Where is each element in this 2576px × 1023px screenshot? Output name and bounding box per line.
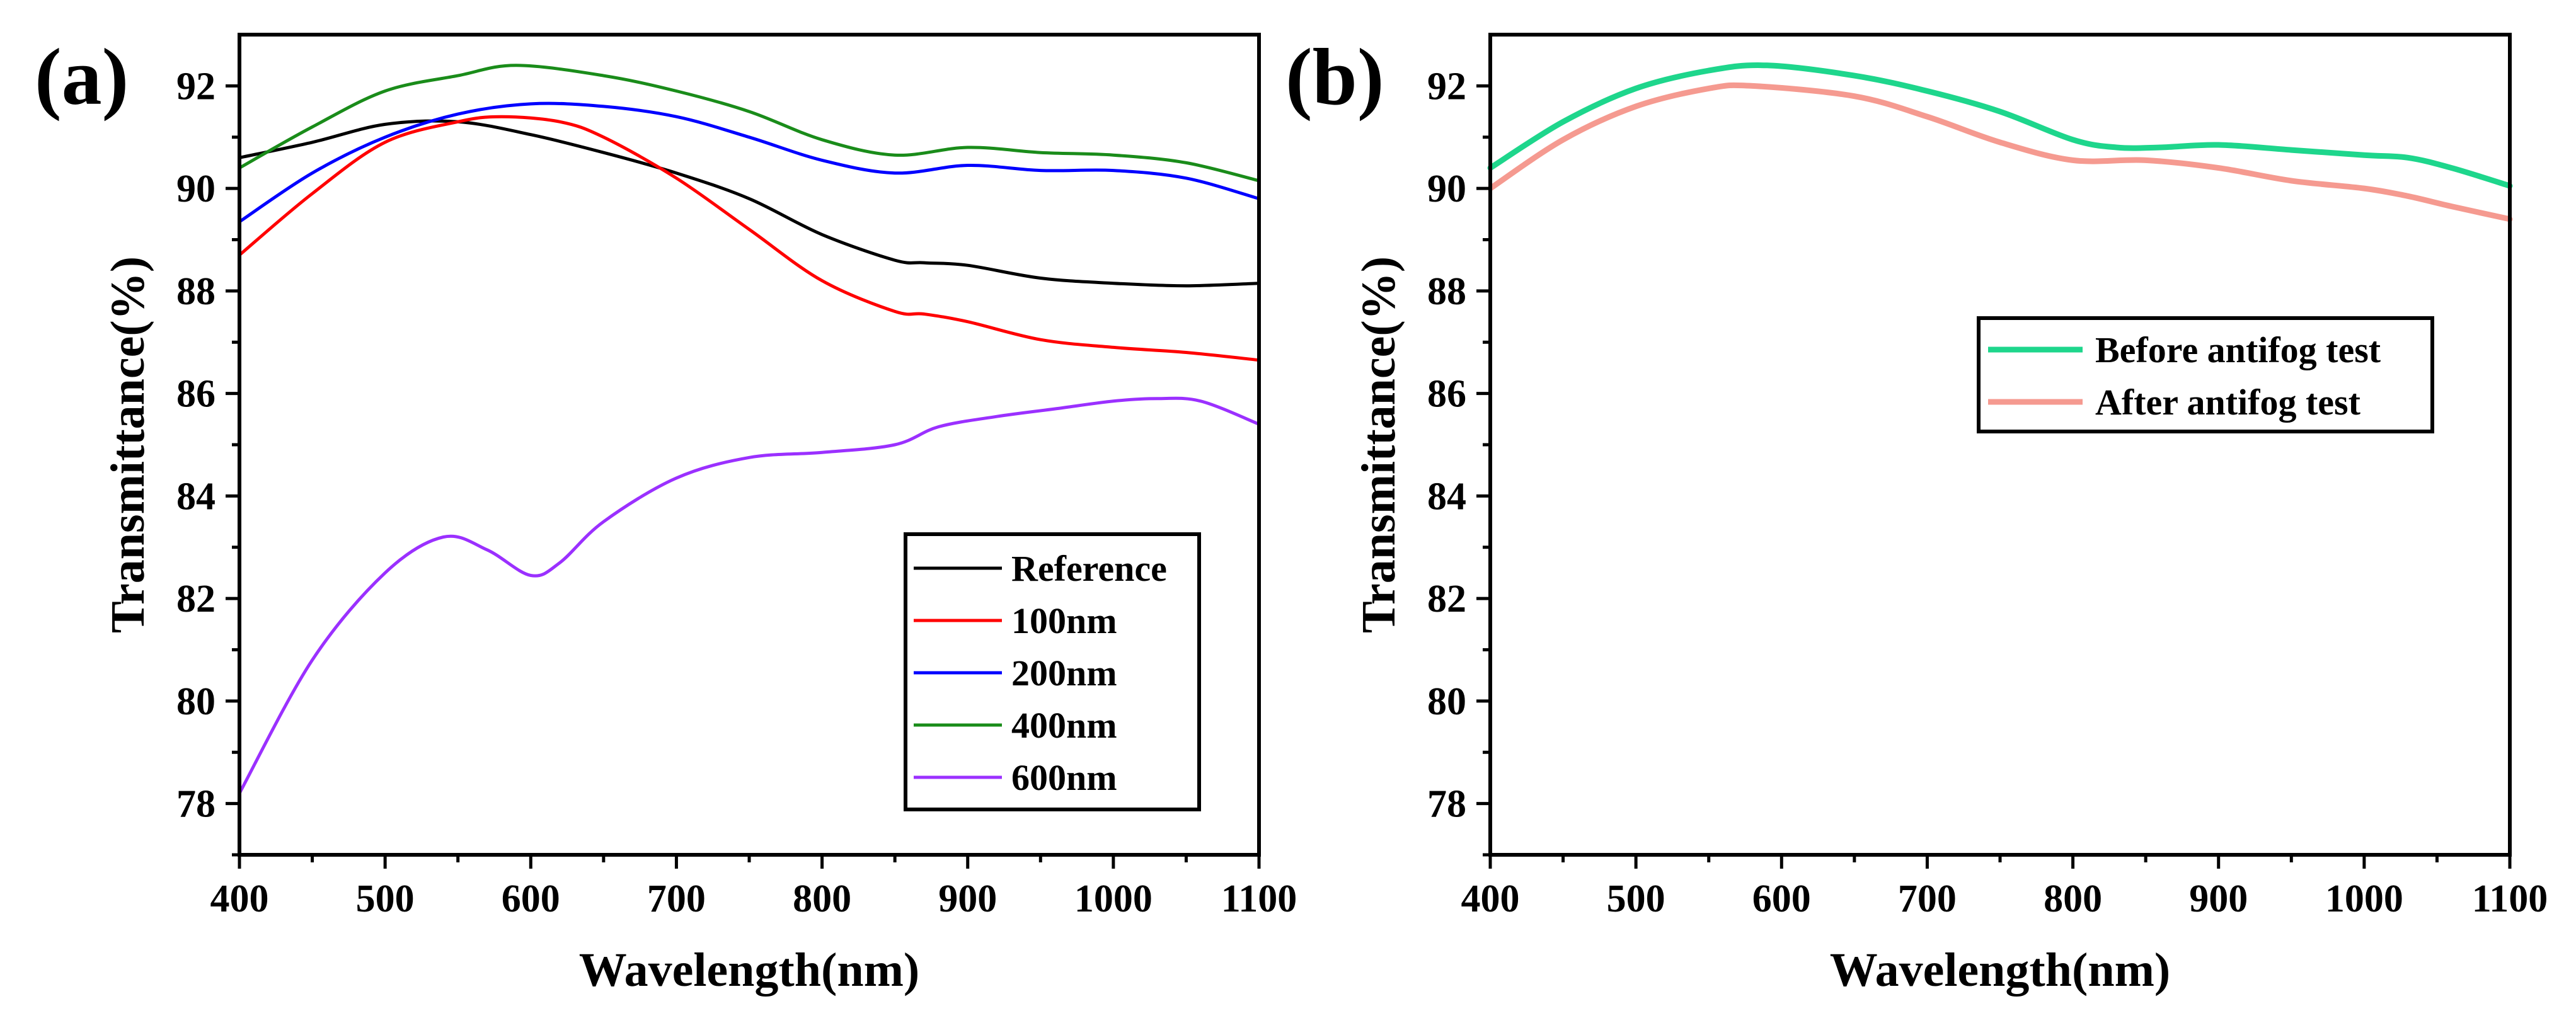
panel-a-y-axis: 78 80 82 84 86 88 90 92 (176, 65, 239, 857)
panel-a-chart: (a) 400 500 600 700 800 900 1000 1100 78 80 82 84 8… (35, 32, 1297, 997)
y-tick-label: 86 (1427, 373, 1466, 416)
panel-b-legend: Before antifog test After antifog test (1977, 316, 2434, 433)
y-tick-label: 78 (176, 783, 216, 826)
panel-a-legend: Reference 100nm 200nm 400nm 600nm (904, 532, 1201, 811)
series-line-reference (238, 119, 1261, 288)
panel-a-label: (a) (35, 32, 129, 122)
y-tick-label: 88 (176, 270, 216, 313)
x-tick-label: 800 (2044, 877, 2102, 920)
panel-b-y-axis-title: Transmittance(%) (1352, 256, 1405, 633)
panel-a-series-group (238, 64, 1261, 795)
panel-b-x-axis-title: Wavelength(nm) (1830, 944, 2170, 997)
legend-label: Reference (1011, 548, 1167, 589)
y-tick-label: 84 (176, 475, 216, 518)
panel-a-x-axis: 400 500 600 700 800 900 1000 1100 (210, 855, 1297, 920)
y-tick-label: 90 (1427, 168, 1466, 210)
x-tick-label: 900 (938, 877, 997, 920)
x-tick-label: 500 (356, 877, 415, 920)
legend-label: Before antifog test (2095, 329, 2381, 370)
panel-b-label: (b) (1285, 32, 1384, 122)
y-tick-label: 88 (1427, 270, 1466, 313)
legend-label: After antifog test (2095, 382, 2361, 423)
series-line-600nm (238, 396, 1261, 795)
y-tick-label: 82 (176, 578, 216, 620)
panel-b-legend-box (1977, 316, 2434, 433)
y-tick-label: 84 (1427, 475, 1466, 518)
series-line-100nm (238, 115, 1261, 362)
x-tick-label: 400 (1461, 877, 1520, 920)
x-tick-label: 600 (1752, 877, 1811, 920)
y-tick-label: 78 (1427, 783, 1466, 826)
panel-b-series-group (1487, 62, 2513, 222)
panel-b-x-axis: 400 500 600 700 800 900 1000 1100 (1461, 855, 2548, 920)
x-tick-label: 700 (1898, 877, 1957, 920)
x-tick-label: 600 (502, 877, 560, 920)
series-line-before-antifog-test (1487, 62, 2513, 189)
x-tick-label: 500 (1607, 877, 1665, 920)
x-tick-label: 1100 (2472, 877, 2548, 920)
x-tick-label: 400 (210, 877, 269, 920)
panel-b-y-axis: 78 80 82 84 86 88 90 92 (1427, 65, 1490, 857)
legend-label: 200nm (1011, 653, 1117, 694)
x-tick-label: 1100 (1221, 877, 1297, 920)
y-tick-label: 82 (1427, 578, 1466, 620)
series-line-400nm (238, 64, 1261, 183)
y-tick-label: 92 (1427, 65, 1466, 108)
panel-b-chart: (b) 400 500 600 700 800 900 1000 1100 78 80 82 84 8… (1285, 32, 2548, 997)
x-tick-label: 700 (647, 877, 706, 920)
y-tick-label: 90 (176, 168, 216, 210)
legend-label: 400nm (1011, 705, 1117, 746)
y-tick-label: 86 (176, 373, 216, 416)
x-tick-label: 900 (2189, 877, 2248, 920)
x-tick-label: 1000 (2325, 877, 2403, 920)
series-line-after-antifog-test (1487, 82, 2513, 222)
panel-a-y-axis-title: Transmittance(%) (101, 256, 154, 633)
x-tick-label: 1000 (1074, 877, 1153, 920)
panel-b-plot-frame (1488, 33, 2512, 857)
y-tick-label: 80 (176, 680, 216, 723)
y-tick-label: 92 (176, 65, 216, 108)
y-tick-label: 80 (1427, 680, 1466, 723)
panel-a-x-axis-title: Wavelength(nm) (579, 944, 919, 997)
series-line-200nm (238, 101, 1261, 224)
legend-label: 100nm (1011, 600, 1117, 641)
x-tick-label: 800 (793, 877, 851, 920)
legend-label: 600nm (1011, 757, 1117, 798)
